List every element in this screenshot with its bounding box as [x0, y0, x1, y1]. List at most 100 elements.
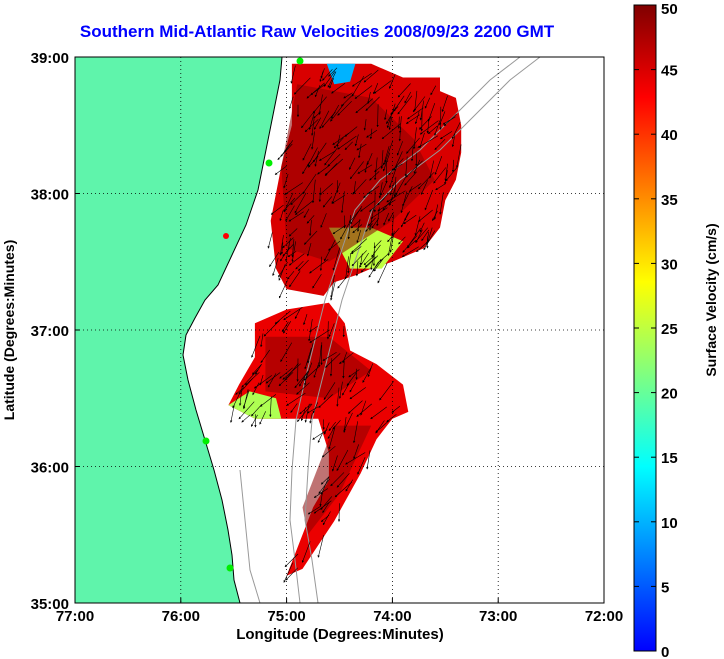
velocity-vector — [369, 198, 385, 212]
velocity-vector — [439, 192, 444, 215]
velocity-vector — [340, 191, 345, 214]
velocity-vector — [310, 83, 326, 96]
y-tick-label: 38:00 — [31, 187, 69, 204]
velocity-vector — [297, 403, 313, 422]
velocity-vector — [355, 98, 374, 114]
velocity-vector — [269, 396, 272, 418]
velocity-vector — [373, 82, 379, 95]
velocity-vector — [331, 104, 340, 119]
velocity-vector — [388, 158, 404, 176]
velocity-vector — [342, 352, 348, 364]
velocity-vector — [389, 182, 395, 196]
velocity-vector — [317, 535, 324, 558]
velocity-vector — [356, 230, 361, 244]
velocity-vector — [269, 251, 280, 268]
velocity-vector — [364, 256, 377, 268]
velocity-vector — [368, 208, 374, 231]
velocity-vector — [319, 256, 323, 271]
velocity-vector — [272, 258, 279, 276]
velocity-vector — [430, 85, 437, 96]
velocity-vector — [311, 179, 316, 204]
velocity-vector — [373, 80, 392, 94]
velocity-vector — [290, 192, 304, 206]
velocity-region — [326, 63, 356, 85]
velocity-vector — [345, 452, 366, 465]
velocity-vector — [413, 90, 418, 112]
velocity-vector — [288, 228, 298, 237]
velocity-vector — [307, 147, 318, 167]
velocity-vector — [434, 120, 441, 136]
velocity-vector — [302, 143, 312, 161]
station-marker — [202, 437, 210, 445]
velocity-vector — [293, 77, 311, 95]
velocity-vector — [427, 102, 436, 122]
velocity-vector — [421, 180, 428, 195]
velocity-vector — [311, 118, 315, 136]
velocity-vector — [286, 392, 306, 406]
velocity-vector — [360, 200, 376, 212]
velocity-vector — [386, 113, 393, 129]
velocity-vector — [427, 227, 433, 243]
velocity-vector — [419, 132, 425, 149]
velocity-vector — [356, 143, 367, 151]
velocity-vector — [376, 104, 379, 128]
velocity-vector — [283, 562, 294, 583]
velocity-vector — [328, 427, 336, 450]
velocity-vector — [307, 343, 314, 364]
velocity-vector — [352, 421, 358, 444]
velocity-region — [228, 391, 282, 419]
velocity-vector — [357, 164, 373, 174]
velocity-vector — [284, 553, 299, 568]
velocity-vector — [323, 71, 336, 87]
velocity-vector — [308, 155, 319, 168]
velocity-vector — [371, 244, 381, 258]
velocity-vector — [356, 219, 360, 232]
velocity-vector — [433, 204, 439, 220]
velocity-vector — [397, 116, 401, 129]
velocity-vector — [349, 381, 356, 393]
velocity-vector — [308, 219, 312, 236]
velocity-vector — [309, 329, 330, 343]
velocity-vector — [332, 133, 349, 145]
velocity-vector — [351, 250, 367, 267]
y-tick-label: 39:00 — [31, 50, 69, 67]
velocity-vector — [404, 171, 417, 186]
velocity-vector — [320, 213, 327, 228]
y-tick-label: 35:00 — [31, 596, 69, 613]
velocity-vector — [397, 95, 413, 115]
colorbar-ticks: 0 5 10 15 20 25 30 35 40 45 50 — [634, 1, 678, 659]
colorbar-tick-label: 15 — [661, 450, 678, 467]
velocity-vector — [370, 406, 387, 420]
velocity-vector — [283, 197, 296, 212]
velocity-vector — [308, 109, 316, 130]
velocity-vector — [322, 351, 337, 361]
velocity-vector — [383, 212, 389, 226]
velocity-vectors — [230, 65, 462, 583]
velocity-vector — [320, 476, 330, 485]
velocity-vector — [359, 252, 369, 268]
velocity-vector — [434, 155, 443, 175]
velocity-vector — [424, 97, 431, 109]
velocity-vector — [433, 167, 447, 184]
velocity-vector — [388, 116, 392, 130]
velocity-vector — [381, 123, 401, 140]
x-tick-label: 73:00 — [479, 608, 517, 625]
grid-lines — [75, 57, 604, 603]
map-title: Southern Mid-Atlantic Raw Velocities 200… — [79, 22, 555, 41]
colorbar-tick-label: 0 — [661, 644, 669, 659]
station-marker — [226, 564, 234, 572]
velocity-vector — [366, 129, 378, 138]
velocity-vector — [369, 128, 373, 140]
velocity-vector — [305, 362, 313, 380]
velocity-vector — [330, 281, 336, 301]
velocity-vector — [386, 107, 397, 125]
velocity-vector — [373, 240, 382, 249]
velocity-vector — [451, 121, 461, 140]
velocity-vector — [279, 367, 293, 379]
velocity-vector — [337, 274, 349, 289]
velocity-vector — [252, 363, 262, 375]
velocity-vector — [402, 235, 418, 253]
velocity-vector — [384, 140, 394, 163]
velocity-vector — [338, 381, 343, 399]
velocity-vector — [294, 192, 307, 214]
